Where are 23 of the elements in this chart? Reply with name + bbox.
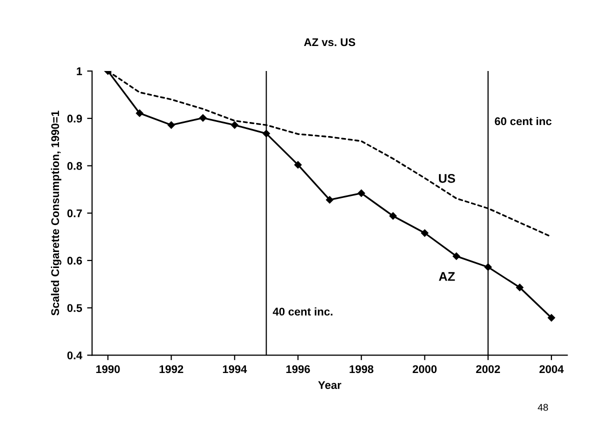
x-tick-label: 1998 bbox=[350, 365, 374, 374]
y-tick-label: 0.7 bbox=[67, 209, 82, 218]
text: 48 bbox=[538, 404, 548, 411]
y-tick-label: 0.4 bbox=[67, 351, 82, 360]
x-tick-label: 1992 bbox=[160, 365, 184, 374]
ref-line-label: 40 cent inc. bbox=[272, 307, 332, 316]
y-tick-label: 0.8 bbox=[67, 162, 82, 170]
x-tick-label: 2000 bbox=[412, 365, 437, 374]
y-tick-label: 1 bbox=[76, 67, 82, 76]
x-tick-label: 2004 bbox=[539, 365, 564, 374]
series-label: AZ bbox=[438, 272, 455, 281]
ref-line-label: 60 cent inc bbox=[494, 117, 552, 126]
series-label: US bbox=[438, 174, 456, 183]
chart-title: AZ vs. US bbox=[304, 38, 356, 46]
y-axis-title: Scaled Cigarette Consumption, 1990=1 bbox=[50, 110, 62, 316]
x-tick-label: 1996 bbox=[286, 365, 310, 374]
x-tick-label: 2002 bbox=[476, 365, 500, 374]
y-tick-label: 0.6 bbox=[67, 256, 82, 265]
x-tick-label: 1990 bbox=[96, 365, 120, 374]
y-tick-label: 0.9 bbox=[67, 114, 82, 123]
y-tick-label: 0.5 bbox=[67, 304, 82, 312]
x-axis-title: Year bbox=[318, 381, 342, 389]
x-tick-label: 1994 bbox=[222, 365, 247, 374]
